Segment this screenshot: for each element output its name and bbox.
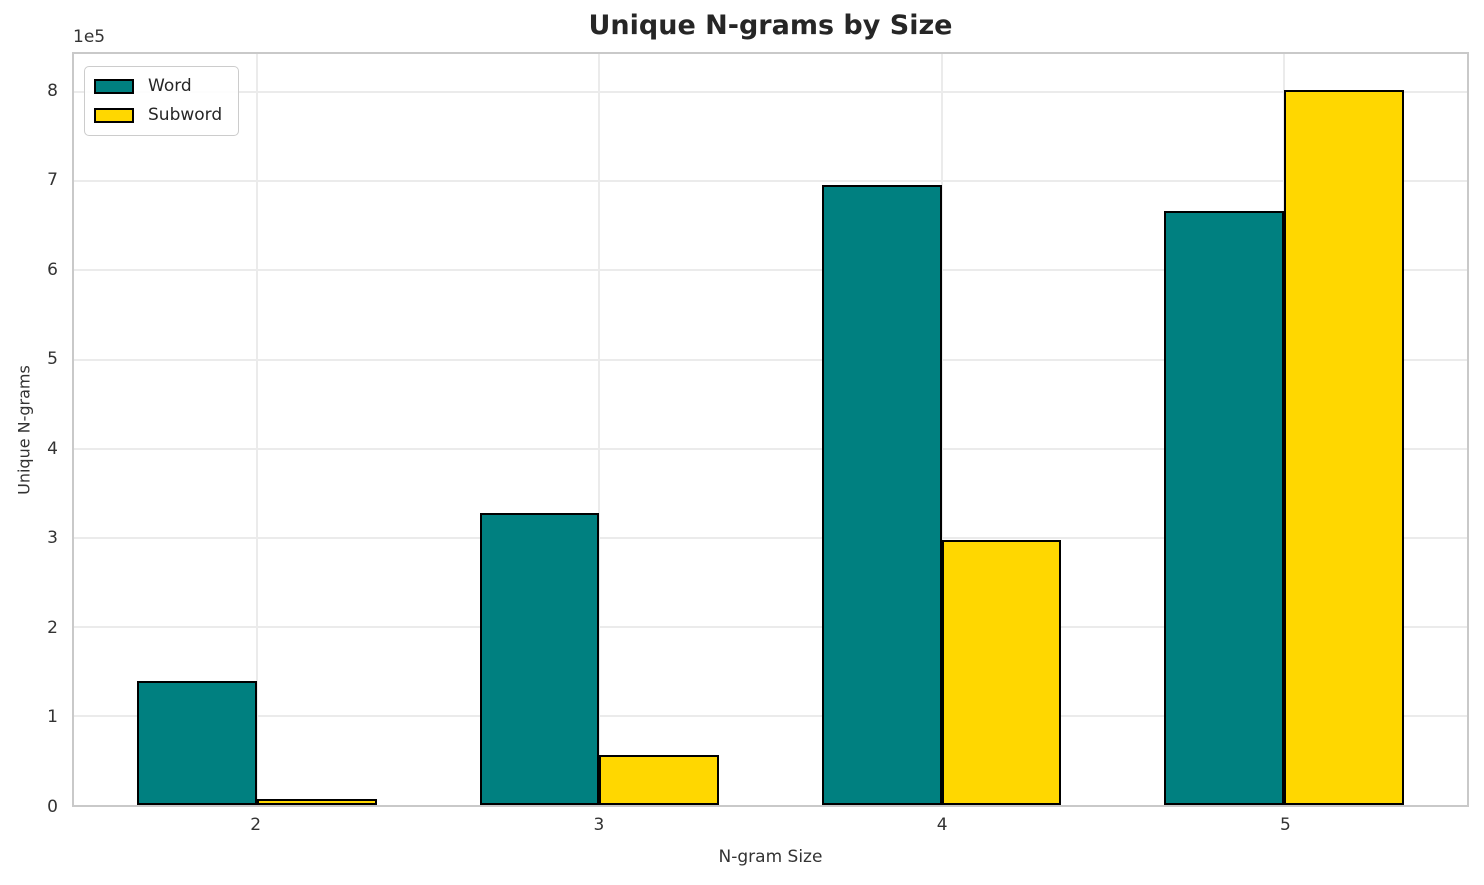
gridline-y-3 (74, 536, 1467, 539)
x-axis-label: N-gram Size (718, 847, 823, 867)
legend-patch-word (94, 78, 134, 94)
gridline-x-2 (256, 54, 259, 805)
x-tick-label-3: 3 (593, 815, 605, 835)
x-tick-label-4: 4 (936, 815, 948, 835)
y-tick-label-8: 8 (47, 80, 58, 101)
gridline-y-2 (74, 625, 1467, 628)
y-tick-label-5: 5 (47, 349, 58, 370)
y-tick-label-2: 2 (47, 617, 58, 638)
y-axis-offset-label: 1e5 (73, 27, 106, 47)
y-tick-label-0: 0 (47, 797, 58, 817)
y-tick-label-7: 7 (47, 170, 58, 191)
bar-subword-2 (257, 798, 377, 805)
y-tick-label-1: 1 (47, 707, 58, 728)
y-tick-label-4: 4 (47, 438, 58, 459)
plot-area: Word Subword (72, 52, 1469, 807)
x-tick-label-2: 2 (250, 815, 262, 835)
gridline-y-4 (74, 447, 1467, 450)
bar-subword-3 (599, 755, 720, 805)
gridline-y-6 (74, 269, 1467, 272)
gridline-y-8 (74, 91, 1467, 94)
gridline-x-4 (940, 54, 943, 805)
chart-title: Unique N-grams by Size (588, 10, 953, 41)
bar-word-3 (479, 512, 600, 805)
x-tick-label-5: 5 (1279, 815, 1291, 835)
legend-item-subword: Subword (94, 105, 222, 125)
y-tick-label-3: 3 (47, 528, 58, 549)
gridline-y-5 (74, 358, 1467, 361)
y-tick-label-6: 6 (47, 259, 58, 280)
gridline-y-7 (74, 180, 1467, 183)
bar-word-4 (821, 184, 942, 805)
legend-label-subword: Subword (148, 105, 223, 126)
x-axis-ticks: 2 3 4 5 (72, 815, 1469, 839)
bar-subword-5 (1283, 89, 1404, 805)
bar-subword-4 (941, 540, 1062, 805)
legend-item-word: Word (94, 76, 222, 96)
gridline-x-3 (598, 54, 601, 805)
y-axis-ticks: 0 1 2 3 4 5 6 7 8 (0, 52, 72, 818)
legend-label-word: Word (148, 76, 192, 96)
bar-word-5 (1164, 210, 1284, 805)
gridline-y-1 (74, 714, 1467, 717)
legend: Word Subword (84, 66, 240, 136)
legend-patch-subword (94, 108, 134, 124)
bar-word-2 (137, 681, 258, 805)
